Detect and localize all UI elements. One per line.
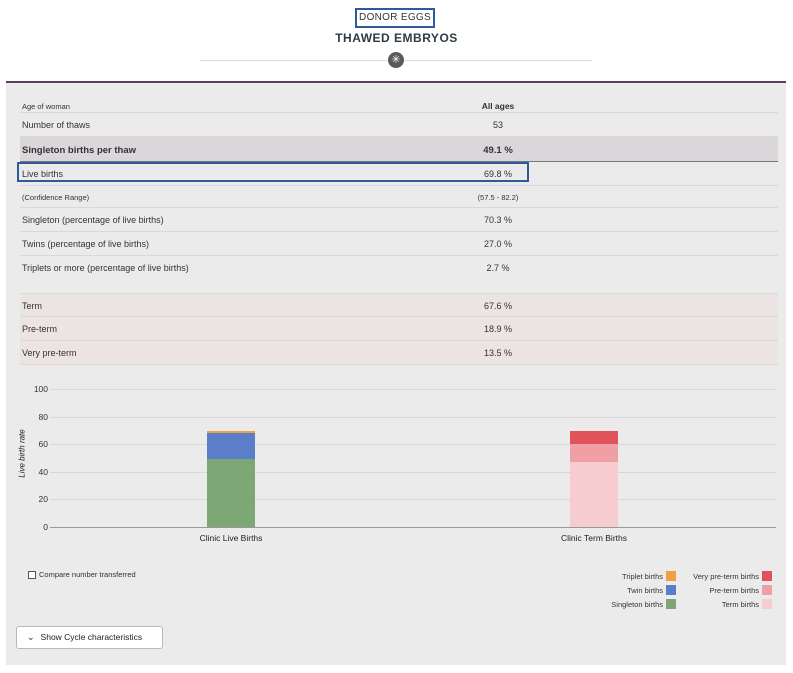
row-label: (Confidence Range) (22, 193, 90, 202)
live-birth-chart: Live birth rate 0 20 40 60 80 100 Clinic Live … (6, 379, 786, 554)
row-value: (57.5 - 82.2) (477, 193, 519, 202)
page-title: THAWED EMBRYOS (335, 31, 458, 45)
row-label: Very pre-term (22, 348, 77, 358)
show-cycle-characteristics-button[interactable]: ⌄ Show Cycle characteristics (16, 626, 163, 649)
row-label: Twins (percentage of live births) (22, 239, 150, 249)
legend-swatch (666, 585, 676, 595)
x-tick-label: Clinic Term Births (561, 533, 627, 543)
row-label: Pre-term (22, 324, 58, 334)
bar-segment[interactable] (207, 459, 255, 527)
chevron-down-icon: ⌄ (27, 632, 35, 642)
row-value: 13.5 % (483, 348, 513, 358)
y-tick-label: 20 (38, 494, 48, 505)
legend-swatch (762, 585, 772, 595)
table-row: Term 67.6 % (20, 293, 778, 317)
table-row: Triplets or more (percentage of live bir… (20, 256, 778, 280)
compare-label: Compare number transferred (39, 570, 136, 579)
bar-segment[interactable] (570, 461, 618, 527)
button-label: Show Cycle characteristics (40, 632, 143, 642)
row-value: 49.1 % (483, 145, 513, 156)
legend-swatch (762, 599, 772, 609)
bar-segment[interactable] (570, 430, 618, 444)
y-tick-label: 60 (38, 439, 48, 450)
page-header: DONOR EGGS THAWED EMBRYOS ✳ (0, 0, 793, 80)
grid-line (50, 471, 776, 473)
live-births-highlight-box (17, 162, 529, 182)
donor-eggs-tab[interactable]: DONOR EGGS (355, 8, 435, 28)
x-tick-label: Clinic Live Births (199, 533, 263, 543)
legend-swatch (666, 571, 676, 581)
y-tick-label: 0 (43, 522, 48, 532)
bar-segment[interactable] (570, 443, 618, 462)
row-value: 70.3 % (483, 215, 513, 225)
row-value: 69.8 % (483, 169, 513, 179)
row-value: 2.7 % (486, 263, 510, 273)
grid-line (50, 527, 776, 528)
legend-label: Very pre-term births (693, 572, 759, 581)
row-value: 18.9 % (483, 324, 513, 334)
legend-swatch (762, 571, 772, 581)
table-row: Pre-term 18.9 % (20, 317, 778, 341)
row-value: 53 (492, 120, 503, 130)
grid-line (50, 499, 776, 501)
legend-label: Pre-term births (709, 586, 759, 595)
bar-segment[interactable] (207, 430, 255, 434)
table-row-live-births: Live births 69.8 % (20, 162, 778, 186)
table-row-highlight: Singleton births per thaw 49.1 % (20, 137, 778, 162)
table-row: (Confidence Range) (57.5 - 82.2) (20, 186, 778, 208)
row-label: Singleton births per thaw (22, 145, 137, 156)
legend-label: Twin births (627, 586, 663, 595)
row-label: Number of thaws (22, 120, 91, 130)
results-panel: Age of woman All ages Number of thaws 53… (6, 81, 786, 665)
age-label: Age of woman (22, 102, 70, 111)
grid-line (50, 416, 776, 418)
table-row: Twins (percentage of live births) 27.0 % (20, 232, 778, 256)
row-label: Triplets or more (percentage of live bir… (22, 263, 189, 273)
table-row: Very pre-term 13.5 % (20, 341, 778, 365)
star-badge-icon: ✳ (388, 52, 404, 68)
age-value: All ages (481, 101, 515, 111)
y-tick-label: 40 (38, 466, 48, 477)
bar-segment[interactable] (207, 433, 255, 460)
y-tick-label: 80 (38, 411, 48, 422)
legend-label: Singleton births (611, 600, 663, 609)
row-value: 67.6 % (483, 301, 513, 311)
grid-line (50, 389, 776, 390)
row-label: Live births (22, 169, 64, 179)
compare-checkbox[interactable]: Compare number transferred (28, 570, 136, 580)
table-row: Number of thaws 53 (20, 113, 778, 137)
legend-label: Term births (721, 600, 759, 609)
table-row-age: Age of woman All ages (20, 99, 778, 113)
checkbox-icon[interactable] (28, 571, 36, 580)
grid-line (50, 444, 776, 446)
row-label: Term (22, 301, 42, 311)
table-row: Singleton (percentage of live births) 70… (20, 208, 778, 232)
row-label: Singleton (percentage of live births) (22, 215, 164, 225)
legend-label: Triplet births (622, 572, 663, 581)
row-value: 27.0 % (483, 239, 513, 249)
legend-swatch (666, 599, 676, 609)
y-tick-label: 100 (33, 384, 48, 394)
